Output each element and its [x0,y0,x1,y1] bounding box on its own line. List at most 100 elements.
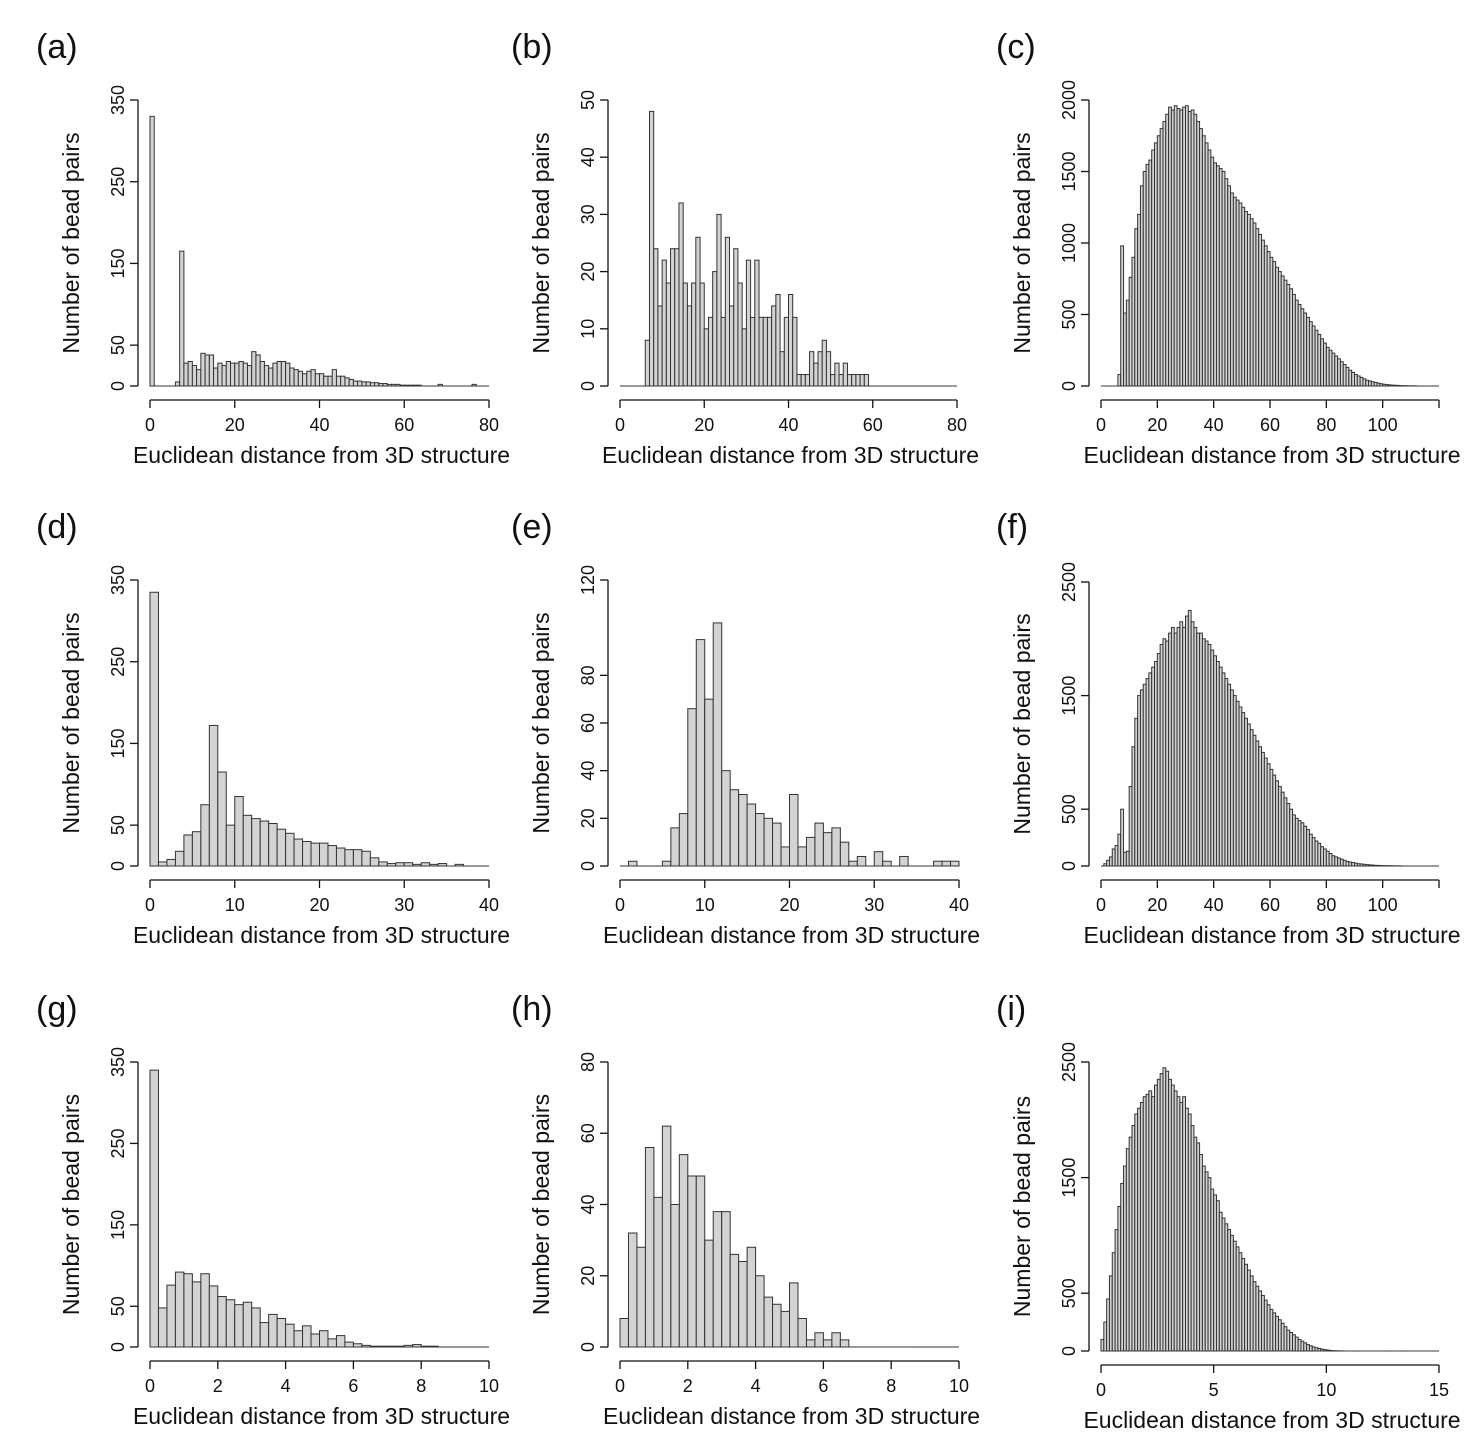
histogram-bar [242,1301,253,1348]
histogram-bar [670,1204,680,1348]
histogram-bar [412,1344,422,1348]
y-tick-label: 0 [108,861,128,871]
y-axis-title: Number of bead pairs [528,132,554,353]
histogram-bar [302,373,308,387]
histogram-bar [729,1253,740,1348]
histogram-bar [644,1147,655,1348]
x-tick-label: 10 [1316,1380,1336,1400]
y-tick-label: 40 [578,761,598,781]
histogram-bar [842,362,848,387]
panel-label: (a) [36,28,78,66]
y-tick-label: 2500 [1059,562,1079,602]
histogram-bar [729,305,735,387]
histogram-bar [191,365,198,387]
histogram-bar [369,1345,380,1348]
histogram-bar [789,794,799,867]
panel-label: (h) [511,990,553,1028]
histogram-bar [831,827,841,867]
x-tick-label: 40 [949,895,969,915]
y-tick-label: 0 [108,1342,128,1352]
histogram-bar [704,1239,714,1348]
x-tick-label: 6 [348,1376,358,1396]
histogram-bar [255,354,261,387]
y-tick-label: 40 [578,1194,598,1214]
histogram-bar [695,236,701,387]
histogram-bar [796,374,802,387]
y-tick-label: 500 [1059,794,1079,824]
x-tick-label: 20 [694,415,714,435]
histogram-bar [822,832,833,867]
x-tick-label: 8 [886,1376,896,1396]
histogram-bar [695,1175,706,1348]
histogram-bar [839,1339,850,1348]
histogram-bar [682,282,688,387]
y-axis-title: Number of bead pairs [58,132,84,353]
histogram-bar [855,374,861,387]
y-tick-label: 250 [108,167,128,197]
histogram-bar [221,365,227,387]
panel-label: (f) [996,508,1028,546]
histogram-bar [217,1296,227,1348]
histogram-bar [707,316,714,387]
histogram-bar [882,860,892,867]
histogram-bar [391,383,397,387]
x-tick-label: 40 [1204,895,1224,915]
y-tick-label: 500 [1059,299,1079,329]
histogram-bar [653,1196,663,1348]
x-axis-title: Euclidean distance from 3D structure [1083,1407,1460,1433]
histogram-bar [272,362,278,387]
x-tick-label: 40 [309,415,329,435]
histogram-bar [149,591,159,867]
histogram-bar [149,115,155,387]
histogram-bar [780,1310,791,1348]
panel-label: (b) [511,28,553,66]
histogram-bar [191,1281,202,1348]
histogram-bar [695,639,706,867]
histogram-bar [238,360,244,387]
histogram-bar [204,354,210,387]
y-tick-label: 1500 [1059,1158,1079,1198]
x-tick-label: 10 [949,1376,969,1396]
histogram-bar [293,369,299,387]
y-tick-label: 350 [108,565,128,595]
histogram-bar [378,1345,388,1348]
histogram-bar [721,770,731,867]
histogram-bar [319,842,329,867]
histogram-bar [386,1345,397,1348]
panel-label: (d) [36,508,78,546]
y-tick-label: 50 [108,335,128,355]
histogram-bar [670,827,680,867]
y-tick-label: 80 [578,1052,598,1072]
histogram-bar [234,1304,244,1348]
y-tick-label: 250 [108,647,128,677]
histogram-bar [899,855,909,867]
y-tick-label: 0 [1059,381,1079,391]
x-tick-label: 30 [864,895,884,915]
y-tick-label: 500 [1059,1278,1079,1308]
x-axis-title: Euclidean distance from 3D structure [603,1403,980,1429]
x-tick-label: 20 [309,895,329,915]
histogram-bar [789,1282,799,1348]
histogram-bar [340,375,346,387]
histogram-bar [661,1125,672,1348]
histogram-bar [302,840,312,867]
histogram-bar [809,351,815,387]
histogram-bar [225,1299,236,1348]
histogram-bar [619,1318,629,1348]
histogram-bar [792,316,798,387]
y-tick-label: 20 [578,262,598,282]
x-tick-label: 100 [1368,415,1398,435]
histogram-bar [420,1345,431,1348]
histogram-bar [225,824,236,867]
panel-label: (g) [36,990,78,1028]
histogram-bar [200,804,210,867]
histogram-bar [661,860,672,867]
histogram-bar [797,1318,807,1348]
y-tick-label: 0 [578,861,598,871]
histogram-bar [246,365,253,387]
histogram-bar [327,375,333,387]
histogram-bar [412,863,422,867]
y-tick-label: 2000 [1059,80,1079,120]
histogram-bar [839,841,850,867]
y-tick-label: 0 [108,381,128,391]
